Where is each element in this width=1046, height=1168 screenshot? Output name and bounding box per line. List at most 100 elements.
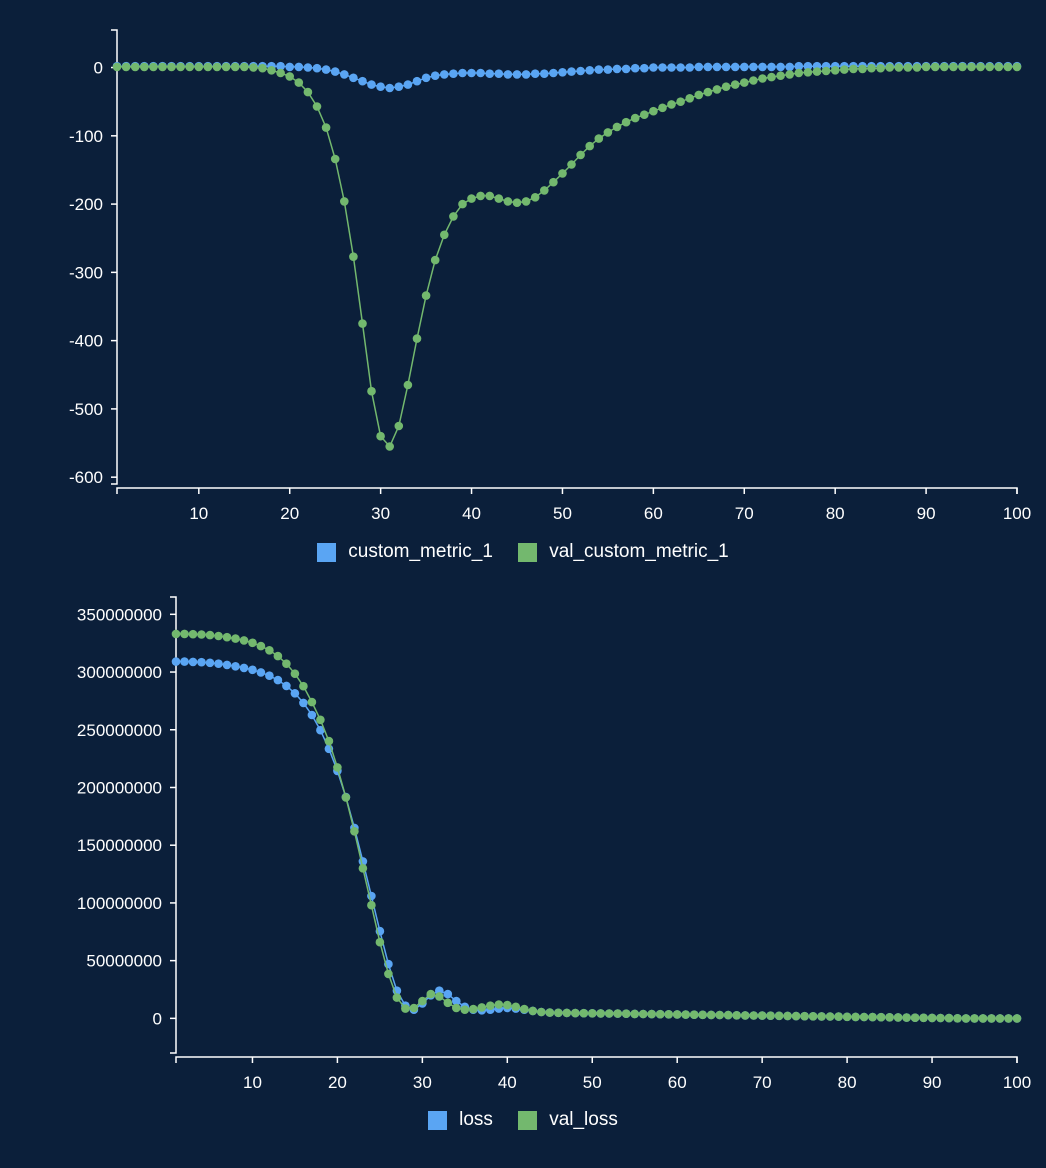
axes xyxy=(111,29,1018,494)
data-point-val-custom-metric-1 xyxy=(612,122,622,132)
x-tick-label: 10 xyxy=(189,504,208,523)
y-tick-label: -100 xyxy=(69,127,103,146)
data-point-val-loss xyxy=(851,1012,860,1022)
data-point-val-custom-metric-1 xyxy=(1003,62,1013,72)
y-axis-line xyxy=(111,29,118,485)
x-tick-label: 100 xyxy=(1003,1073,1031,1092)
data-point-val-loss xyxy=(638,1009,648,1019)
data-point-val-loss xyxy=(927,1013,937,1023)
data-point-val-loss xyxy=(528,1006,538,1016)
y-tick-label: 150000000 xyxy=(77,836,162,855)
data-point-custom-metric-1 xyxy=(612,64,622,74)
data-point-custom-metric-1 xyxy=(721,62,731,72)
data-point-val-loss xyxy=(520,1004,529,1014)
legend-item-loss[interactable]: loss xyxy=(428,1109,493,1131)
legend-swatch-custom-metric-1 xyxy=(317,542,337,562)
data-point-val-loss xyxy=(732,1011,741,1020)
legend-item-custom-metric-1[interactable]: custom_metric_1 xyxy=(317,541,493,563)
data-point-val-custom-metric-1 xyxy=(921,62,931,72)
data-point-val-custom-metric-1 xyxy=(476,191,485,201)
data-point-custom-metric-1 xyxy=(340,70,349,79)
data-point-val-loss xyxy=(214,631,223,641)
series-loss xyxy=(171,657,1022,1023)
y-tick-label: 100000000 xyxy=(77,894,162,913)
data-point-val-custom-metric-1 xyxy=(294,78,304,87)
data-point-custom-metric-1 xyxy=(694,62,704,72)
data-point-val-loss xyxy=(562,1008,572,1018)
data-point-val-custom-metric-1 xyxy=(512,198,522,207)
data-point-val-loss xyxy=(231,634,240,643)
x-tick-label: 30 xyxy=(371,504,390,523)
data-point-val-custom-metric-1 xyxy=(112,62,122,72)
data-point-custom-metric-1 xyxy=(649,63,658,72)
data-point-val-loss xyxy=(596,1009,605,1018)
data-point-custom-metric-1 xyxy=(394,82,404,91)
data-point-val-custom-metric-1 xyxy=(776,71,785,80)
data-point-val-loss xyxy=(672,1010,682,1019)
data-point-custom-metric-1 xyxy=(412,76,422,86)
data-point-val-loss xyxy=(647,1009,656,1019)
data-point-val-custom-metric-1 xyxy=(530,193,540,202)
data-point-val-loss xyxy=(477,1003,487,1012)
data-point-custom-metric-1 xyxy=(294,62,304,72)
data-point-custom-metric-1 xyxy=(558,68,567,77)
legend-item-val-loss[interactable]: val_loss xyxy=(518,1109,618,1131)
loss-chart-legend: loss val_loss xyxy=(0,1109,1046,1136)
data-point-loss xyxy=(180,657,189,666)
data-point-loss xyxy=(239,663,249,673)
data-point-val-custom-metric-1 xyxy=(421,291,431,300)
data-point-val-loss xyxy=(698,1010,707,1020)
data-point-val-loss xyxy=(443,998,453,1008)
data-point-val-loss xyxy=(604,1009,614,1018)
data-point-val-loss xyxy=(409,1003,419,1013)
data-point-val-loss xyxy=(282,659,291,668)
data-point-val-loss xyxy=(375,937,385,947)
data-point-loss xyxy=(256,668,266,677)
data-point-val-loss xyxy=(333,763,342,772)
data-point-val-custom-metric-1 xyxy=(276,68,285,78)
data-point-val-custom-metric-1 xyxy=(176,62,185,72)
data-point-custom-metric-1 xyxy=(430,71,440,80)
data-point-val-loss xyxy=(961,1014,971,1023)
data-point-val-custom-metric-1 xyxy=(503,197,513,206)
data-point-custom-metric-1 xyxy=(312,63,322,73)
data-point-custom-metric-1 xyxy=(749,62,758,72)
y-tick-label: -200 xyxy=(69,195,103,214)
x-axis-line xyxy=(175,1056,1018,1063)
data-point-val-custom-metric-1 xyxy=(930,62,940,72)
data-point-val-loss xyxy=(655,1009,665,1019)
data-point-custom-metric-1 xyxy=(576,66,585,76)
data-point-val-custom-metric-1 xyxy=(740,78,749,87)
metric-chart-svg: 0 -100 -200 -300 -400 -500 -600 10 20 30 40 50 60 70 8… xyxy=(69,29,1031,523)
legend-swatch-val-custom-metric-1 xyxy=(518,542,538,562)
data-point-val-loss xyxy=(290,669,300,678)
data-point-val-custom-metric-1 xyxy=(449,212,458,221)
data-point-loss xyxy=(307,710,317,720)
data-point-val-loss xyxy=(919,1013,928,1023)
data-point-val-custom-metric-1 xyxy=(185,62,194,72)
data-point-val-custom-metric-1 xyxy=(676,97,685,106)
data-point-custom-metric-1 xyxy=(794,61,804,71)
x-tick-label: 40 xyxy=(462,504,481,523)
data-point-val-custom-metric-1 xyxy=(912,63,922,72)
data-point-custom-metric-1 xyxy=(540,69,549,78)
data-point-val-custom-metric-1 xyxy=(967,62,976,72)
data-point-val-custom-metric-1 xyxy=(412,334,422,343)
data-point-val-loss xyxy=(791,1011,801,1021)
data-point-val-custom-metric-1 xyxy=(312,102,322,111)
series-line-loss xyxy=(176,660,1017,1020)
data-point-loss xyxy=(188,657,198,667)
x-axis-line xyxy=(116,487,1018,494)
data-point-val-custom-metric-1 xyxy=(749,76,758,85)
data-point-loss xyxy=(290,689,300,698)
data-point-val-loss xyxy=(537,1007,546,1017)
data-point-val-loss xyxy=(503,1000,512,1010)
data-point-val-loss xyxy=(554,1008,563,1018)
legend-item-val-custom-metric-1[interactable]: val_custom_metric_1 xyxy=(518,541,729,563)
series-val-loss xyxy=(171,629,1022,1023)
legend-label-custom-metric-1: custom_metric_1 xyxy=(348,541,493,562)
data-point-val-custom-metric-1 xyxy=(730,80,740,89)
data-point-loss xyxy=(214,659,223,668)
data-point-val-loss xyxy=(222,632,232,642)
y-tick-label: 200000000 xyxy=(77,778,162,797)
